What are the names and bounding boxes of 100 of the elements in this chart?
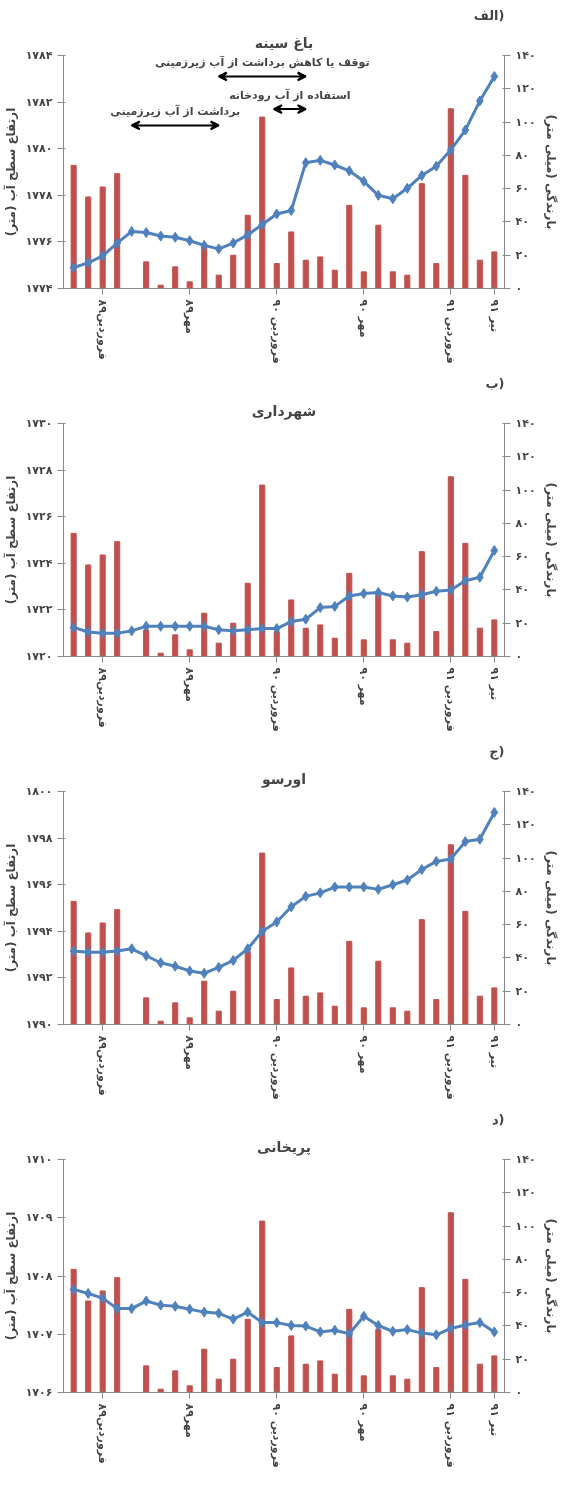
- bar: [215, 642, 222, 657]
- y2-tick-label: ۸۰: [515, 1252, 529, 1266]
- point: [113, 237, 122, 249]
- bar: [143, 997, 150, 1025]
- y-axis-title: ارتفاع سطح آب (متر): [2, 107, 18, 237]
- point: [171, 231, 180, 243]
- point: [301, 1320, 310, 1332]
- y-tick-label: ۱۷۲۸: [25, 463, 53, 477]
- x-tick-label: فروردین۸۹: [96, 299, 110, 360]
- bar: [331, 637, 338, 657]
- y2-axis-title: بارندگی (میلی متر): [543, 482, 558, 598]
- bar: [244, 950, 251, 1025]
- x-tick-label: تیر ۹۱: [487, 1035, 501, 1069]
- point: [243, 943, 252, 955]
- bar: [389, 1375, 396, 1393]
- bar: [201, 1348, 208, 1393]
- point: [461, 575, 470, 587]
- bar: [288, 967, 295, 1025]
- bar: [273, 1367, 280, 1393]
- point: [287, 616, 296, 628]
- y-tick-label: ۱۷۸۲: [25, 95, 53, 109]
- bar: [99, 186, 106, 289]
- point: [461, 1319, 470, 1331]
- point: [200, 620, 209, 632]
- bar: [360, 271, 367, 289]
- bar: [259, 1220, 266, 1393]
- bar: [186, 1017, 193, 1025]
- y-tick-label: ۱۷۹۰: [25, 1018, 53, 1031]
- y2-tick-label: ۶۰: [515, 550, 529, 564]
- point: [69, 262, 78, 274]
- bar: [215, 1378, 222, 1393]
- point: [432, 160, 441, 172]
- x-tick-label: فروردین ۹۱: [444, 1035, 458, 1100]
- point: [98, 1292, 107, 1304]
- bar: [143, 629, 150, 657]
- bar: [114, 173, 121, 289]
- point: [330, 159, 339, 171]
- point: [316, 154, 325, 166]
- y-tick-label: ۱۷۰۸: [25, 1269, 53, 1283]
- bar: [433, 631, 440, 657]
- chart-title: شهرداری: [251, 402, 317, 420]
- bar: [317, 1360, 324, 1393]
- point: [403, 182, 412, 194]
- point: [214, 243, 223, 255]
- bar: [302, 627, 309, 657]
- x-tick-label: مهر ۹۰: [357, 1035, 371, 1074]
- bar: [186, 281, 193, 289]
- bar: [433, 1367, 440, 1393]
- point: [142, 620, 151, 632]
- bar: [273, 999, 280, 1025]
- bar: [85, 932, 92, 1025]
- point: [171, 1300, 180, 1312]
- y2-tick-label: ۸۰: [515, 148, 529, 162]
- bar: [447, 476, 454, 657]
- bar: [99, 1290, 106, 1393]
- bar: [491, 619, 498, 657]
- point: [345, 881, 354, 893]
- point: [446, 1322, 455, 1334]
- point: [417, 864, 426, 876]
- text: د): [491, 1111, 505, 1127]
- y2-tick-label: ۴۰: [515, 951, 529, 965]
- bar: [331, 1005, 338, 1025]
- point: [432, 1329, 441, 1341]
- x-tick-label: فروردین۸۹: [96, 1403, 110, 1464]
- y-tick-label: ۱۷۹۶: [25, 878, 53, 892]
- bar: [143, 261, 150, 289]
- text: ب): [485, 375, 505, 391]
- y-tick-label: ۱۷۲۰: [25, 650, 53, 663]
- x-tick-label: فروردین۸۹: [96, 1035, 110, 1096]
- y-tick-label: ۱۷۱۰: [25, 1153, 53, 1166]
- point: [214, 1307, 223, 1319]
- point: [301, 890, 310, 902]
- y-axis-title: ارتفاع سطح آب (متر): [2, 475, 18, 605]
- bar: [418, 919, 425, 1025]
- point: [374, 586, 383, 598]
- y2-axis-title: بارندگی (میلی متر): [543, 850, 558, 966]
- point: [287, 901, 296, 913]
- point: [142, 1295, 151, 1307]
- bar: [346, 940, 353, 1025]
- point: [171, 960, 180, 972]
- bar: [302, 995, 309, 1025]
- y-tick-label: ۱۷۹۴: [25, 924, 53, 938]
- bar: [230, 254, 237, 289]
- point: [446, 144, 455, 156]
- y-axis-title: ارتفاع سطح آب (متر): [2, 843, 18, 973]
- y2-tick-label: ۴۰: [515, 583, 529, 597]
- y2-tick-label: ۴۰: [515, 215, 529, 229]
- point: [374, 883, 383, 895]
- y-tick-label: ۱۷۷۸: [25, 188, 53, 202]
- y2-tick-label: ۲۰: [515, 984, 529, 998]
- y2-tick-label: ۱۰۰: [515, 483, 536, 497]
- y2-tick-label: ۴۰: [515, 1319, 529, 1333]
- bar: [85, 1300, 92, 1393]
- bar: [433, 999, 440, 1025]
- bar: [389, 639, 396, 657]
- bar: [389, 271, 396, 289]
- bar: [273, 631, 280, 657]
- point: [403, 591, 412, 603]
- point: [359, 1310, 368, 1322]
- point: [185, 620, 194, 632]
